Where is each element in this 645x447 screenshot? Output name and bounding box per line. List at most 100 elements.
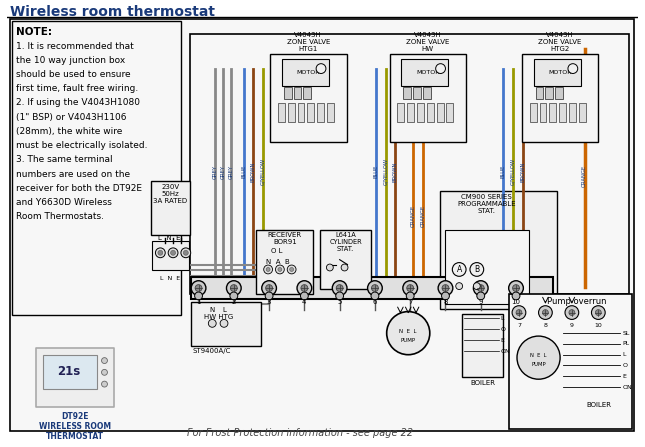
Text: (28mm), the white wire: (28mm), the white wire [16, 127, 123, 136]
Circle shape [371, 292, 379, 300]
Text: 2: 2 [232, 299, 236, 305]
Bar [191, 302, 261, 346]
Bar [397, 103, 404, 122]
Circle shape [191, 281, 206, 295]
Text: L: L [501, 316, 504, 321]
Circle shape [595, 310, 601, 316]
Text: L: L [222, 307, 226, 313]
Text: N  A  B: N A B [266, 259, 290, 265]
Text: 10: 10 [595, 323, 602, 329]
Text: BROWN: BROWN [251, 161, 256, 181]
Text: L  N  E: L N E [161, 276, 181, 281]
Text: A: A [457, 265, 462, 274]
Text: BLUE: BLUE [241, 165, 246, 178]
Text: 3. The same terminal: 3. The same terminal [16, 155, 113, 164]
Bar [317, 103, 324, 122]
Bar [12, 21, 181, 315]
Text: ON: ON [501, 349, 510, 354]
Circle shape [336, 292, 344, 300]
Bar [446, 230, 529, 304]
Text: N  E  L: N E L [399, 329, 417, 334]
Text: For Frost Protection information - see page 22: For Frost Protection information - see p… [188, 428, 413, 438]
Circle shape [168, 248, 178, 258]
Bar [270, 54, 346, 142]
Text: V4043H
ZONE VALVE
HW: V4043H ZONE VALVE HW [406, 32, 450, 52]
Circle shape [442, 292, 450, 300]
Bar [191, 277, 553, 299]
Bar [320, 230, 371, 289]
Text: G/YELLOW: G/YELLOW [261, 158, 266, 185]
Text: 10: 10 [511, 299, 521, 305]
Text: Pump overrun: Pump overrun [548, 297, 607, 306]
Bar [569, 103, 576, 122]
Text: 8: 8 [544, 323, 548, 329]
Text: must be electrically isolated.: must be electrically isolated. [16, 141, 148, 150]
Text: BOILER: BOILER [587, 402, 612, 408]
Circle shape [278, 267, 282, 271]
Circle shape [435, 63, 446, 73]
Text: and Y6630D Wireless: and Y6630D Wireless [16, 198, 112, 207]
Circle shape [265, 292, 273, 300]
Circle shape [262, 281, 277, 295]
Text: ORANGE: ORANGE [582, 165, 587, 187]
Text: receiver for both the DT92E: receiver for both the DT92E [16, 184, 143, 193]
Bar [152, 241, 189, 270]
Circle shape [220, 320, 228, 327]
Text: GREY: GREY [213, 164, 218, 178]
Circle shape [473, 281, 488, 295]
Bar [407, 103, 414, 122]
Circle shape [326, 264, 333, 271]
Text: HW HTG: HW HTG [204, 313, 233, 320]
Circle shape [264, 265, 273, 274]
Circle shape [226, 281, 241, 295]
Circle shape [517, 336, 560, 379]
Bar [256, 230, 313, 294]
Bar [293, 87, 301, 99]
Circle shape [230, 292, 238, 300]
Bar [437, 103, 444, 122]
Text: CM900 SERIES
PROGRAMMABLE
STAT.: CM900 SERIES PROGRAMMABLE STAT. [457, 194, 516, 214]
Text: 4: 4 [303, 299, 306, 305]
Circle shape [516, 310, 522, 316]
Circle shape [287, 265, 296, 274]
Circle shape [372, 285, 379, 291]
Text: O: O [501, 327, 505, 332]
Text: PL: PL [623, 342, 630, 346]
Circle shape [332, 281, 347, 295]
Text: RECEIVER
BOR91: RECEIVER BOR91 [268, 232, 302, 245]
Text: BLUE: BLUE [501, 165, 506, 178]
Bar [462, 313, 503, 377]
Text: BROWN: BROWN [393, 161, 398, 181]
Bar [417, 103, 424, 122]
Circle shape [438, 281, 453, 295]
Text: 8: 8 [443, 299, 448, 305]
Bar [509, 294, 631, 429]
Circle shape [368, 281, 382, 295]
Circle shape [101, 358, 108, 363]
Text: BOILER: BOILER [470, 380, 495, 386]
Text: 7: 7 [517, 323, 521, 329]
Text: PUMP: PUMP [531, 362, 546, 367]
Circle shape [473, 283, 481, 290]
Text: BROWN: BROWN [521, 161, 526, 181]
Circle shape [406, 292, 414, 300]
Circle shape [208, 320, 216, 327]
Bar [440, 191, 557, 308]
Circle shape [568, 63, 578, 73]
Text: GREY: GREY [228, 164, 233, 178]
Text: L: L [623, 352, 626, 357]
Bar [403, 87, 411, 99]
Text: numbers are used on the: numbers are used on the [16, 169, 130, 178]
Circle shape [591, 306, 605, 320]
Text: ST9400A/C: ST9400A/C [193, 348, 231, 354]
Text: O: O [623, 363, 628, 368]
Circle shape [341, 264, 348, 271]
Circle shape [183, 250, 188, 255]
Circle shape [569, 310, 575, 316]
Bar [546, 87, 553, 99]
Circle shape [101, 369, 108, 375]
Bar [303, 87, 312, 99]
Circle shape [266, 267, 270, 271]
Bar [530, 103, 537, 122]
Bar [282, 59, 329, 86]
